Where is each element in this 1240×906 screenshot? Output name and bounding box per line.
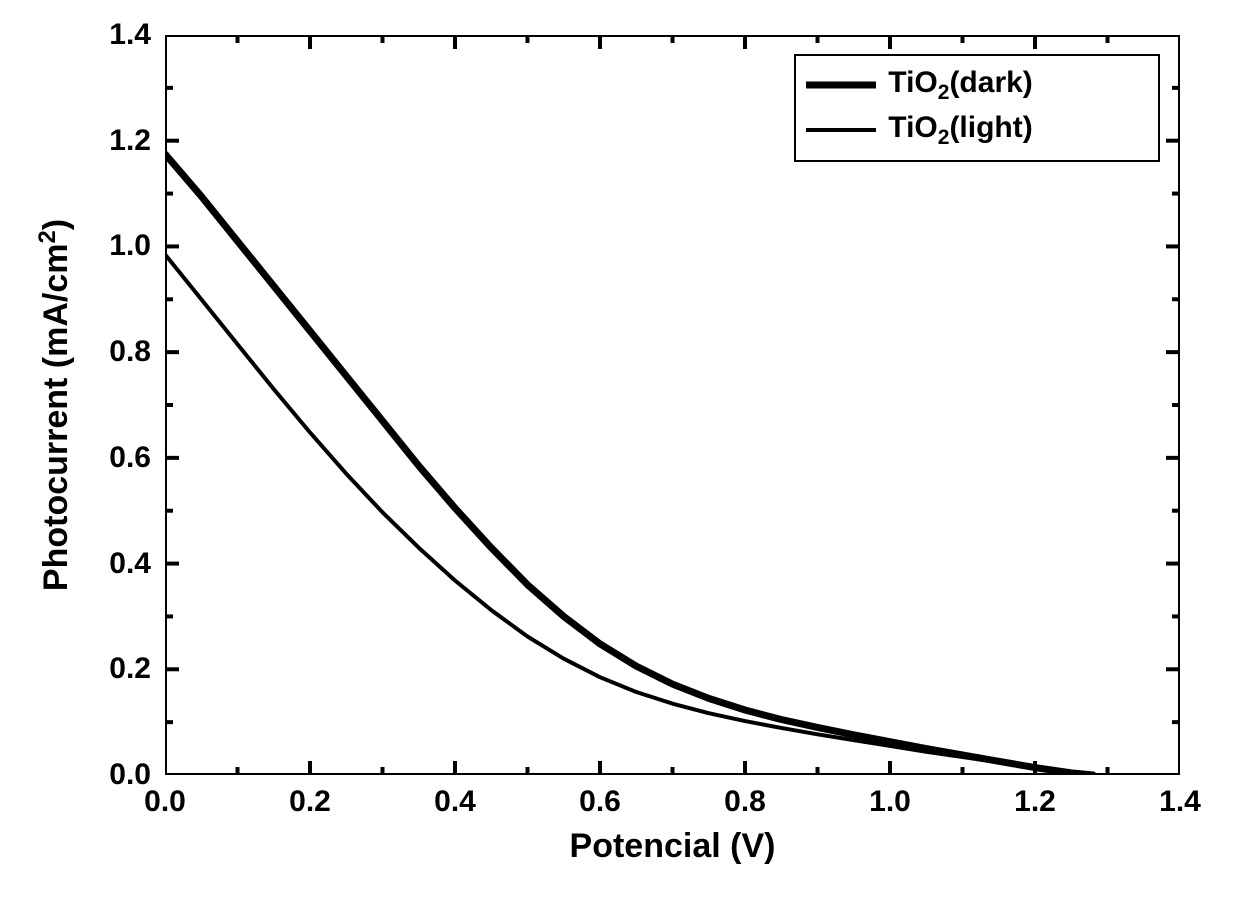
legend-label: TiO2(dark) [888,66,1033,105]
legend-label: TiO2(light) [888,111,1032,150]
chart-figure: TiO2(dark) TiO2(light) Potencial (V) Phot… [0,0,1240,906]
y-tick-label: 1.0 [109,229,151,263]
legend-line-sample [806,78,876,92]
x-tick-label: 0.8 [724,785,766,819]
x-tick-label: 1.0 [869,785,911,819]
y-tick-label: 0.2 [109,652,151,686]
legend-line-sample [806,123,876,137]
x-tick-label: 0.2 [289,785,331,819]
x-axis-label: Potencial (V) [570,827,776,866]
x-tick-label: 0.6 [579,785,621,819]
y-tick-label: 0.8 [109,335,151,369]
x-tick-label: 1.2 [1014,785,1056,819]
legend-item: TiO2(dark) [806,66,1147,105]
y-axis-label: Photocurrent (mA/cm2) [34,219,76,591]
x-tick-label: 1.4 [1159,785,1201,819]
y-tick-label: 0.4 [109,547,151,581]
y-tick-label: 1.2 [109,124,151,158]
plot-area: TiO2(dark) TiO2(light) [165,35,1180,775]
y-tick-label: 0.0 [109,758,151,792]
legend-box: TiO2(dark) TiO2(light) [794,54,1159,162]
legend-item: TiO2(light) [806,111,1147,150]
x-tick-label: 0.4 [434,785,476,819]
y-tick-label: 0.6 [109,441,151,475]
y-tick-label: 1.4 [109,18,151,52]
